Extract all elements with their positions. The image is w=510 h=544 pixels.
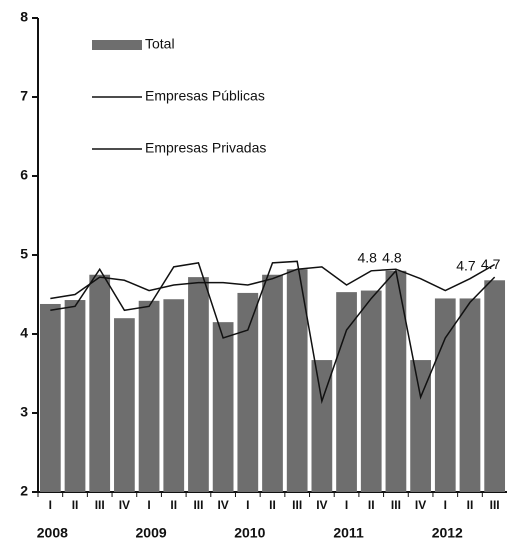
x-tick-label: II [269,498,276,512]
x-tick-label: III [391,498,401,512]
bar [212,322,234,492]
year-label: 2012 [432,525,463,541]
bar [336,292,357,492]
x-tick-label: I [444,498,447,512]
year-label: 2008 [37,525,68,541]
x-tick-label: III [490,498,500,512]
x-tick-label: IV [415,498,426,512]
y-tick-label: 3 [20,404,28,420]
bar [39,303,61,492]
x-tick-label: I [246,498,249,512]
line [50,263,496,300]
x-tick-label: III [95,498,105,512]
x-tick-label: IV [119,498,130,512]
bar [114,318,135,492]
year-label: 2011 [333,525,364,541]
x-tick-label: III [292,498,302,512]
data-label: 4.7 [481,256,501,272]
bar [311,360,333,492]
bar [188,277,209,492]
bar [64,300,86,492]
x-tick-label: II [170,498,177,512]
bar [262,274,283,492]
data-label: 4.8 [358,250,378,266]
legend-swatch [92,40,142,50]
bar [237,292,259,492]
legend-label: Total [145,36,175,52]
bar [286,269,308,492]
year-label: 2009 [136,525,167,541]
data-label: 4.8 [382,250,402,266]
x-tick-label: IV [316,498,327,512]
bar [484,280,506,492]
bar [385,270,407,492]
x-tick-label: II [467,498,474,512]
bar [89,274,111,492]
x-tick-label: IV [217,498,228,512]
legend-label: Empresas Privadas [145,140,266,156]
x-tick-label: I [147,498,150,512]
y-tick-label: 4 [20,325,28,341]
x-tick-label: II [368,498,375,512]
bar [410,360,431,492]
y-tick-label: 6 [20,167,28,183]
bar [163,299,185,492]
x-tick-label: II [72,498,79,512]
y-tick-label: 8 [20,9,28,25]
x-tick-label: III [193,498,203,512]
bar [459,298,481,492]
year-label: 2010 [234,525,265,541]
legend-label: Empresas Públicas [145,88,265,104]
x-tick-label: I [49,498,52,512]
bar [434,298,456,492]
data-label: 4.7 [456,257,476,273]
line [50,260,496,405]
y-tick-label: 7 [20,88,28,104]
x-tick-label: I [345,498,348,512]
bar [138,300,160,492]
bar [360,290,382,492]
y-tick-label: 2 [20,483,28,499]
y-tick-label: 5 [20,246,28,262]
